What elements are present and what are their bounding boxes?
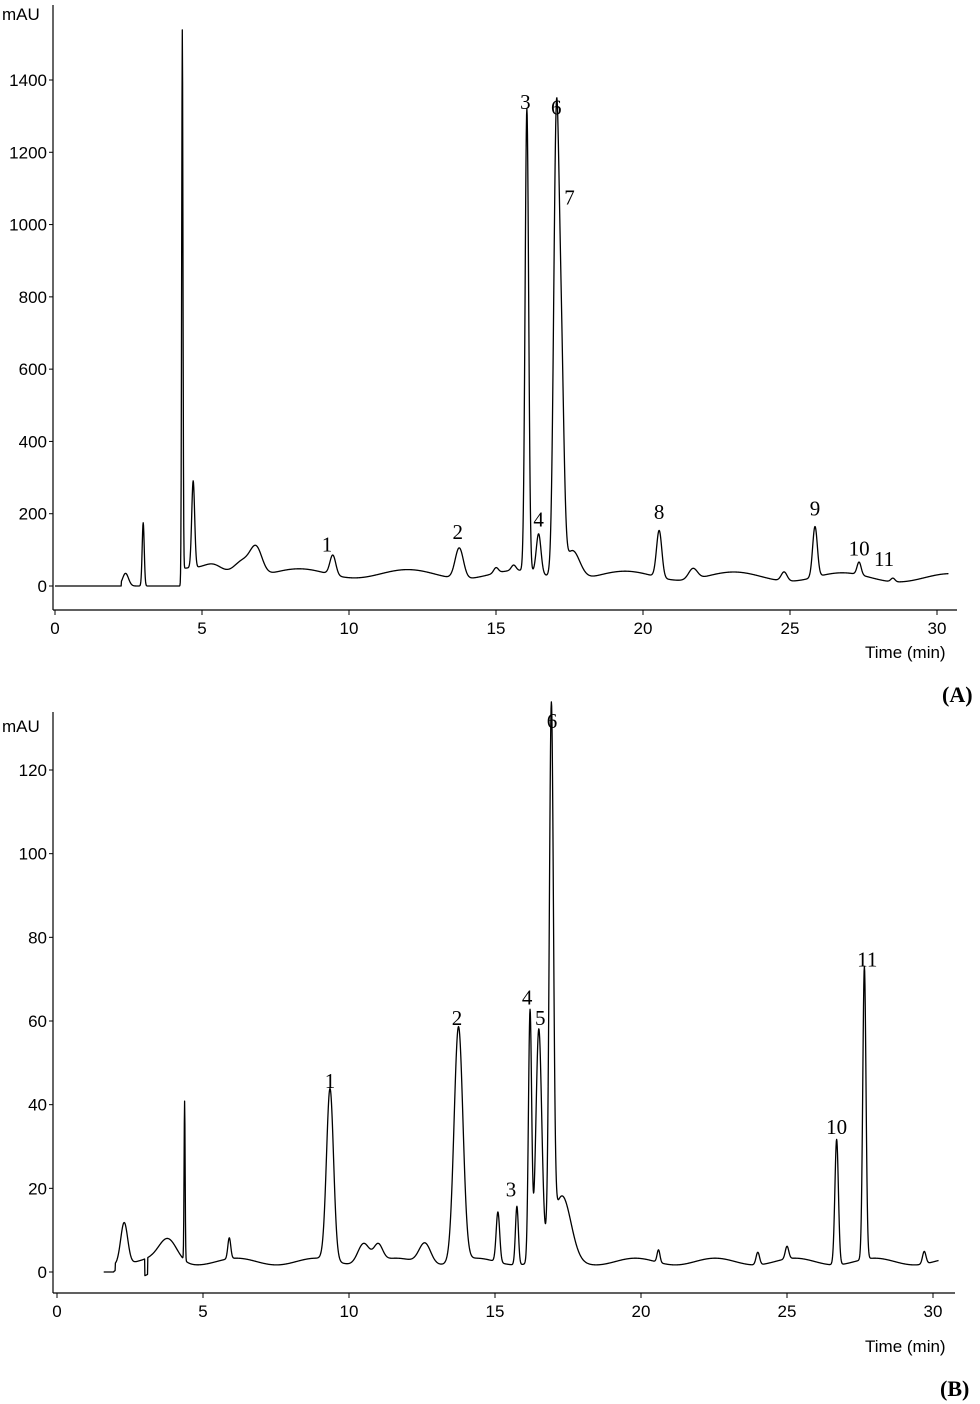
- x-axis-title: Time (min): [865, 643, 946, 662]
- peak-label: 10: [826, 1115, 847, 1139]
- panel-label: (B): [940, 1376, 969, 1401]
- y-tick-label: 1000: [9, 216, 47, 235]
- peak-label: 1: [325, 1069, 336, 1093]
- y-tick-label: 60: [28, 1012, 47, 1031]
- peak-label: 3: [506, 1178, 517, 1202]
- chromatogram-trace: [103, 701, 939, 1277]
- x-tick-label: 25: [778, 1302, 797, 1321]
- peak-labels: 1 2 3 45 6 10 11: [325, 709, 878, 1202]
- y-tick-label: 800: [19, 288, 47, 307]
- y-tick-label: 1200: [9, 143, 47, 162]
- x-axis-title: Time (min): [865, 1337, 946, 1356]
- peak-labels: 1 2 3 4 6 7 8 9 10 11: [322, 90, 894, 571]
- peak-label: 10: [849, 536, 870, 560]
- x-tick-label: 10: [340, 619, 359, 638]
- x-tick-label: 5: [198, 1302, 207, 1321]
- peak-label: 6: [551, 95, 562, 119]
- x-tick-label: 15: [486, 1302, 505, 1321]
- y-tick-label: 100: [19, 845, 47, 864]
- y-tick-label: 1400: [9, 71, 47, 90]
- y-tick-label: 0: [38, 577, 47, 596]
- x-tick-label: 20: [632, 1302, 651, 1321]
- peak-label: 1: [322, 533, 333, 557]
- x-tick-label: 20: [634, 619, 653, 638]
- x-tick-label: 25: [781, 619, 800, 638]
- x-tick-label: 0: [52, 1302, 61, 1321]
- peak-label: 3: [520, 90, 531, 114]
- peak-label: 2: [452, 1006, 463, 1030]
- peak-label: 8: [654, 500, 665, 524]
- chromatogram-trace: [54, 29, 949, 587]
- peak-label: 4: [522, 985, 533, 1009]
- y-tick-label: 120: [19, 761, 47, 780]
- y-tick-label: 200: [19, 505, 47, 524]
- peak-label: 9: [810, 497, 821, 521]
- panel-label: (A): [942, 682, 973, 707]
- x-tick-label: 0: [50, 619, 59, 638]
- y-tick-label: 0: [38, 1263, 47, 1282]
- chromatogram-panel-a: 0 5 10 15 20 25 30 0 200 400 600 800 1000 1200 1400 1 2…: [2, 5, 973, 707]
- peak-label: 7: [564, 186, 575, 210]
- peak-label: 5: [535, 1006, 546, 1030]
- peak-label: 11: [857, 948, 877, 972]
- y-tick-label: 20: [28, 1179, 47, 1198]
- y-axis-unit-label: mAU: [2, 717, 40, 736]
- x-tick-label: 5: [197, 619, 206, 638]
- y-tick-label: 400: [19, 432, 47, 451]
- y-tick-label: 600: [19, 360, 47, 379]
- y-axis-unit-label: mAU: [2, 5, 40, 24]
- y-tick-label: 40: [28, 1096, 47, 1115]
- peak-label: 6: [547, 709, 558, 733]
- x-tick-label: 15: [487, 619, 506, 638]
- axis-ticks: 0 5 10 15 20 25 30 0 200 400 600 800 1000 1200 1400: [9, 71, 946, 638]
- x-tick-label: 10: [340, 1302, 359, 1321]
- peak-label: 11: [874, 547, 894, 571]
- peak-label: 4: [533, 507, 544, 531]
- x-tick-label: 30: [928, 619, 947, 638]
- x-tick-label: 30: [924, 1302, 943, 1321]
- y-tick-label: 80: [28, 928, 47, 947]
- peak-label: 2: [453, 520, 464, 544]
